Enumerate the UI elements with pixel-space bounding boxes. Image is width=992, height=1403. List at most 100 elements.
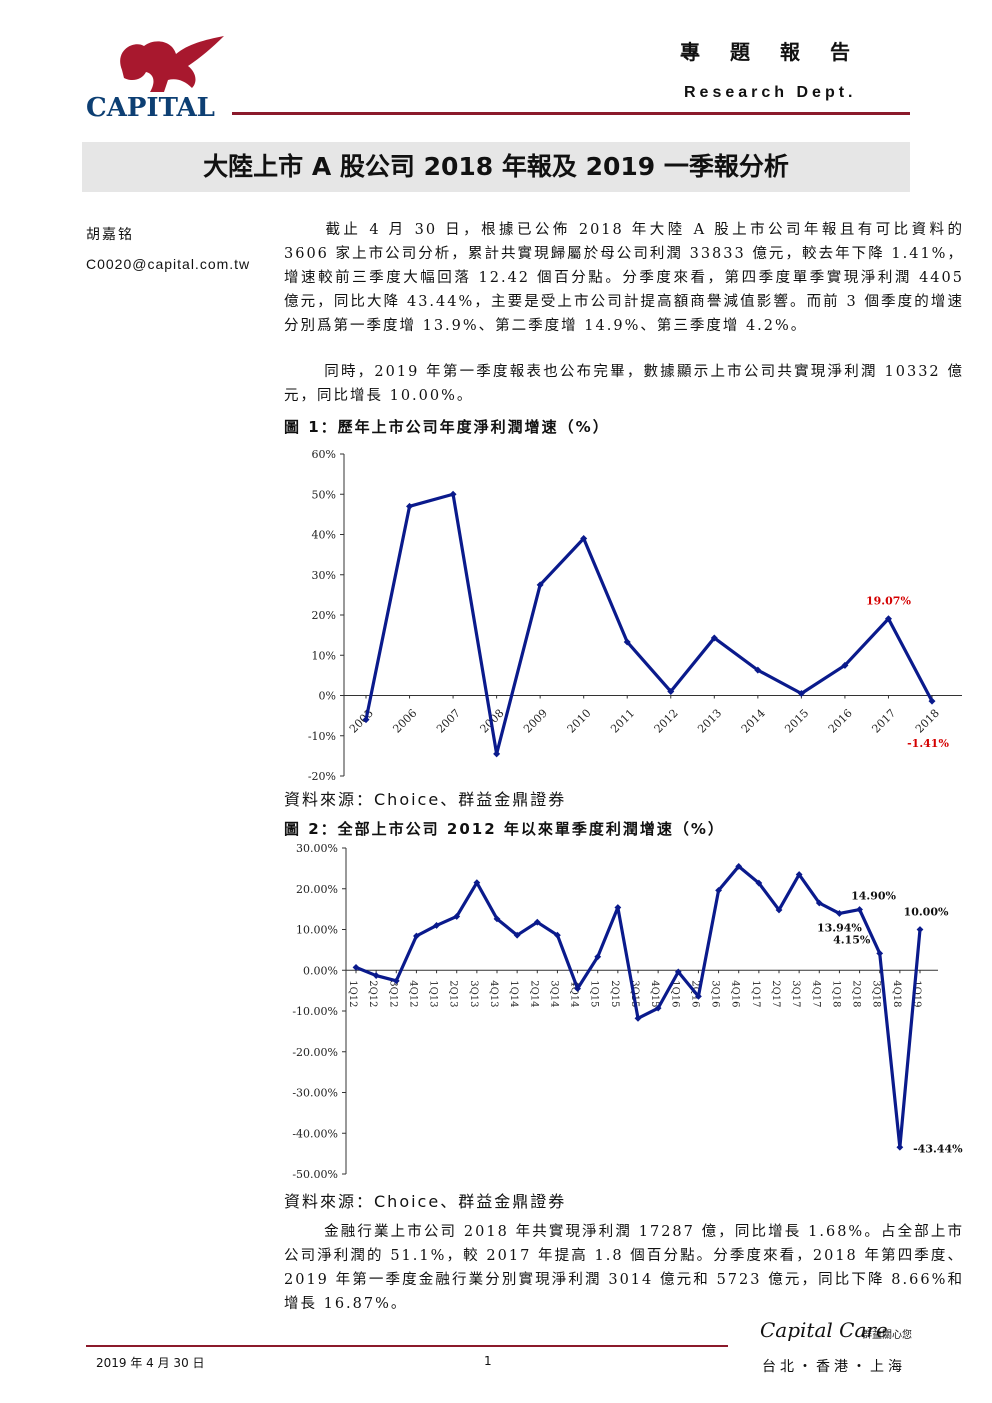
y-tick-label: -50.00%: [292, 1168, 338, 1181]
data-point: [372, 972, 380, 979]
footer-divider: [86, 1345, 728, 1347]
data-point: [654, 1004, 662, 1012]
data-label: -43.44%: [913, 1142, 963, 1155]
x-tick-label: 3Q17: [790, 980, 801, 1007]
data-point: [449, 490, 457, 498]
figure-2-source: 資料來源：Choice、群益金鼎證券: [284, 1192, 567, 1211]
report-title: 大陸上市 A 股公司 2018 年報及 2019 一季報分析: [203, 152, 789, 181]
y-tick-label: -10.00%: [292, 1005, 338, 1018]
x-tick-label: 1Q19: [911, 980, 922, 1007]
x-tick-label: 2011: [608, 707, 637, 736]
data-point: [795, 871, 803, 878]
page-number: 1: [484, 1354, 492, 1368]
y-tick-label: -40.00%: [292, 1127, 338, 1140]
data-point: [754, 666, 762, 674]
data-point: [634, 1014, 642, 1022]
series-line: [364, 492, 934, 756]
x-tick-label: 1Q17: [750, 980, 761, 1007]
data-point: [493, 750, 501, 758]
paragraph-1: 截止 4 月 30 日，根據已公佈 2018 年大陸 A 股上市公司年報且有可比…: [284, 222, 964, 334]
header-divider: [232, 112, 910, 115]
y-tick-label: 30%: [312, 569, 336, 582]
x-tick-label: 3Q18: [871, 980, 882, 1007]
data-point: [413, 932, 420, 940]
data-point: [406, 502, 414, 510]
x-tick-label: 1Q12: [347, 980, 358, 1007]
y-tick-label: -10%: [308, 730, 336, 743]
x-tick-label: 4Q18: [891, 980, 902, 1007]
y-tick-label: -20%: [308, 770, 336, 783]
paragraph-2: 同時，2019 年第一季度報表也公布完畢，數據顯示上市公司共實現淨利潤 1033…: [284, 364, 964, 404]
data-point: [815, 899, 823, 907]
y-tick-label: 50%: [312, 488, 336, 501]
x-tick-label: 4Q15: [649, 980, 660, 1007]
x-tick-label: 2Q13: [448, 980, 459, 1007]
x-tick-label: 4Q13: [488, 980, 499, 1007]
figure-1-chart: 60% 50% 40% 30% 20% 10% 0% -10% -20% 2005 2006 2007…: [308, 448, 962, 783]
data-point: [695, 992, 702, 1000]
author-email: C0020@capital.com.tw: [86, 256, 251, 272]
figure-2-chart: 30.00% 20.00% 10.00% 0.00% -10.00% -20.00% -30…: [292, 842, 963, 1181]
x-tick-label: 2005: [347, 707, 376, 736]
data-point: [884, 615, 892, 623]
data-point: [392, 977, 400, 985]
x-tick-label: 3Q13: [468, 980, 479, 1007]
data-point: [710, 634, 718, 642]
capital-care-logo: Capital Care: [760, 1318, 888, 1342]
data-point: [453, 913, 461, 920]
x-tick-label: 2Q15: [609, 980, 620, 1007]
data-point: [896, 1143, 904, 1151]
figure-1-source: 資料來源：Choice、群益金鼎證券: [284, 790, 567, 809]
y-tick-label: 30.00%: [296, 842, 338, 855]
data-label: 14.90%: [851, 890, 896, 903]
data-point: [928, 697, 936, 705]
footer-cities: 台北・香港・上海: [762, 1359, 906, 1375]
data-point: [433, 922, 440, 929]
capital-logo: CAPITAL: [86, 36, 224, 120]
x-tick-label: 4Q12: [407, 980, 418, 1007]
header-title-en: Research Dept.: [684, 84, 857, 101]
y-tick-label: 10.00%: [296, 924, 338, 937]
footer-date: 2019 年 4 月 30 日: [96, 1356, 205, 1370]
x-tick-label: 1Q16: [669, 980, 680, 1007]
x-tick-label: 2018: [913, 707, 942, 736]
data-point: [856, 906, 863, 913]
x-tick-label: 2Q12: [367, 980, 378, 1007]
x-tick-label: 2017: [869, 707, 898, 736]
x-tick-label: 1Q15: [589, 980, 600, 1007]
logo-text: CAPITAL: [86, 93, 215, 120]
x-tick-label: 2016: [826, 707, 855, 736]
figure-1-title: 圖 1：歷年上市公司年度淨利潤增速（%）: [284, 418, 610, 436]
x-tick-label: 2Q14: [528, 980, 539, 1007]
x-tick-label: 1Q14: [508, 980, 519, 1007]
y-tick-label: 20%: [312, 609, 336, 622]
data-point: [623, 638, 631, 646]
x-tick-label: 1Q13: [428, 980, 439, 1007]
x-tick-label: 2013: [695, 707, 724, 736]
data-label: -1.41%: [907, 737, 949, 750]
paragraph-3: 金融行業上市公司 2018 年共實現淨利潤 17287 億，同比增長 1.68%…: [284, 1224, 964, 1312]
capital-care-slogan: 群益關心您: [862, 1330, 912, 1341]
x-tick-label: 2007: [434, 707, 463, 736]
y-tick-label: 0%: [319, 690, 336, 703]
x-tick-label: 3Q16: [710, 980, 721, 1007]
y-tick-label: 20.00%: [296, 883, 338, 896]
x-tick-label: 4Q17: [810, 980, 821, 1007]
data-label: 19.07%: [866, 595, 911, 608]
data-point: [473, 879, 481, 887]
y-tick-label: -30.00%: [292, 1087, 338, 1100]
data-label: 10.00%: [904, 906, 949, 919]
x-tick-label: 3Q14: [548, 980, 559, 1007]
data-point: [916, 926, 924, 933]
y-tick-label: 10%: [312, 649, 336, 662]
header-title-cn: 專題報告: [680, 40, 880, 64]
x-tick-label: 2Q17: [770, 980, 781, 1007]
data-label: 13.94%: [817, 921, 862, 934]
data-point: [574, 985, 581, 992]
y-tick-label: 40%: [312, 529, 336, 542]
author-name: 胡嘉铭: [86, 227, 134, 243]
x-tick-label: 2Q18: [851, 980, 862, 1007]
data-point: [362, 716, 370, 724]
data-point: [536, 581, 544, 589]
x-tick-label: 2014: [739, 707, 768, 736]
